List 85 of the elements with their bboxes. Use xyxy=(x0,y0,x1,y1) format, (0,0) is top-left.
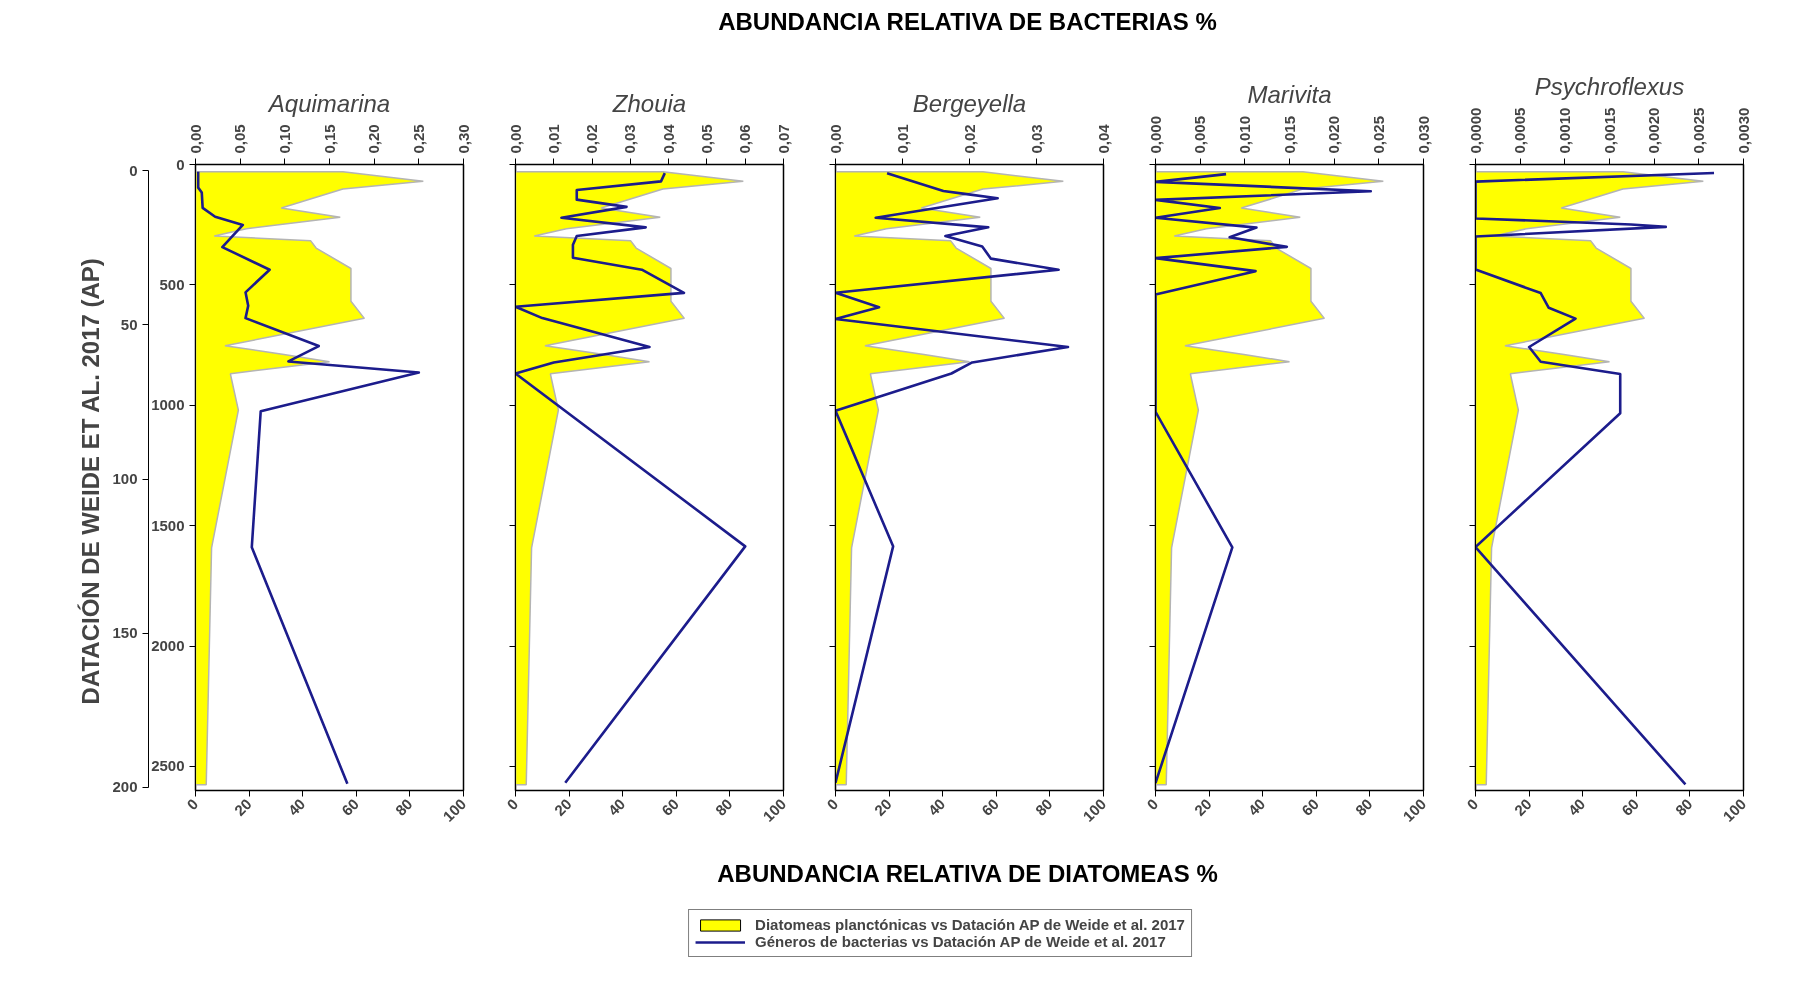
x-tick-label: 0 xyxy=(183,795,202,814)
x-tick-label: 60 xyxy=(1298,795,1322,819)
x2-tick-label: 0,00 xyxy=(186,124,204,154)
x-tick-label: 40 xyxy=(284,795,309,819)
x2-tick-label: 0,0000 xyxy=(1466,107,1484,154)
x2-tick-label: 0,07 xyxy=(774,124,792,154)
x-tick-label: 40 xyxy=(924,795,949,819)
y-tick-label: 1000 xyxy=(151,396,185,414)
x2-tick-label: 0,01 xyxy=(544,124,562,154)
x2-tick-label: 0,0010 xyxy=(1555,107,1573,154)
x-tick-label: 0 xyxy=(503,795,522,814)
x2-tick-label: 0,25 xyxy=(409,124,427,154)
y2-tick-label: 150 xyxy=(112,624,138,642)
x-tick-label: 40 xyxy=(604,795,629,819)
chart-title: Psychroflexus xyxy=(1534,72,1685,100)
y2-tick-label: 200 xyxy=(112,778,138,796)
y2-tick-label: 50 xyxy=(120,315,138,333)
legend-label: Diatomeas planctónicas vs Datación AP de Weide et al. 2017 xyxy=(755,916,1185,933)
y-tick-label: 2500 xyxy=(151,757,185,775)
x2-tick-label: 0,00 xyxy=(826,124,844,154)
x2-tick-label: 0,010 xyxy=(1235,115,1253,154)
x2-tick-label: 0,05 xyxy=(697,124,715,154)
x2-tick-label: 0,05 xyxy=(231,124,249,154)
x2-tick-label: 0,01 xyxy=(893,124,911,154)
x2-tick-label: 0,015 xyxy=(1280,115,1298,154)
x-tick-label: 20 xyxy=(870,795,895,819)
x2-tick-label: 0,02 xyxy=(960,124,978,154)
x2-tick-label: 0,0015 xyxy=(1600,107,1618,154)
x-tick-label: 80 xyxy=(391,795,416,819)
x-tick-label: 80 xyxy=(1351,795,1376,819)
x2-tick-label: 0,025 xyxy=(1369,115,1387,154)
x-tick-label: 20 xyxy=(230,795,255,819)
x-tick-label: 100 xyxy=(1079,795,1110,825)
chart-title: Bergeyella xyxy=(912,89,1027,117)
x2-tick-label: 0,15 xyxy=(320,124,338,154)
x2-tick-label: 0,10 xyxy=(275,124,293,154)
chart-title: Aquimarina xyxy=(266,89,391,117)
legend-label: Géneros de bacterias vs Datación AP de Weide et al. 2017 xyxy=(755,933,1166,950)
y-tick-label: 1500 xyxy=(151,516,185,534)
x-tick-label: 0 xyxy=(1463,795,1482,814)
x2-tick-label: 0,30 xyxy=(454,124,472,154)
x2-axis-title: ABUNDANCIA RELATIVA DE BACTERIAS % xyxy=(718,7,1217,37)
x-tick-label: 60 xyxy=(338,795,362,819)
x2-tick-label: 0,02 xyxy=(583,124,601,154)
x-tick-label: 100 xyxy=(1399,795,1430,825)
x-tick-label: 60 xyxy=(658,795,682,819)
y2-axis-title: DATACIÓN DE WEIDE ET AL. 2017 (AP) xyxy=(77,258,105,705)
chart-title: Marivita xyxy=(1247,80,1332,108)
x-tick-label: 40 xyxy=(1564,795,1589,819)
x2-tick-label: 0,04 xyxy=(659,123,677,154)
x-tick-label: 100 xyxy=(759,795,790,825)
x-tick-label: 20 xyxy=(1510,795,1535,819)
x2-tick-label: 0,0005 xyxy=(1511,107,1529,154)
x-tick-label: 0 xyxy=(823,795,842,814)
x2-tick-label: 0,030 xyxy=(1414,115,1432,154)
x2-tick-label: 0,04 xyxy=(1094,123,1112,154)
x-tick-label: 80 xyxy=(711,795,736,819)
x2-tick-label: 0,03 xyxy=(1027,124,1045,154)
x2-tick-label: 0,06 xyxy=(736,124,754,154)
y2-tick-label: 100 xyxy=(112,470,138,488)
chart-title: Zhouia xyxy=(611,89,687,117)
x-tick-label: 80 xyxy=(1031,795,1056,819)
x-tick-label: 100 xyxy=(439,795,470,825)
x2-tick-label: 0,005 xyxy=(1191,115,1209,154)
x2-tick-label: 0,0025 xyxy=(1689,107,1707,154)
x2-tick-label: 0,0030 xyxy=(1734,107,1752,154)
x-tick-label: 20 xyxy=(1190,795,1215,819)
y2-tick-label: 0 xyxy=(129,161,138,179)
x2-tick-label: 0,20 xyxy=(365,124,383,154)
x2-tick-label: 0,0020 xyxy=(1645,107,1663,154)
y-tick-label: 500 xyxy=(159,275,185,293)
x2-tick-label: 0,020 xyxy=(1325,115,1343,154)
x-tick-label: 40 xyxy=(1244,795,1269,819)
x-tick-label: 100 xyxy=(1719,795,1750,825)
x-tick-label: 60 xyxy=(978,795,1002,819)
x-tick-label: 60 xyxy=(1618,795,1642,819)
x-tick-label: 0 xyxy=(1143,795,1162,814)
x2-tick-label: 0,03 xyxy=(621,124,639,154)
y-tick-label: 0 xyxy=(176,155,185,173)
x2-tick-label: 0,000 xyxy=(1146,115,1164,154)
y-tick-label: 2000 xyxy=(151,637,185,655)
x-tick-label: 80 xyxy=(1671,795,1696,819)
x-tick-label: 20 xyxy=(550,795,575,819)
x2-tick-label: 0,00 xyxy=(506,124,524,154)
x-axis-title: ABUNDANCIA RELATIVA DE DIATOMEAS % xyxy=(717,859,1218,889)
